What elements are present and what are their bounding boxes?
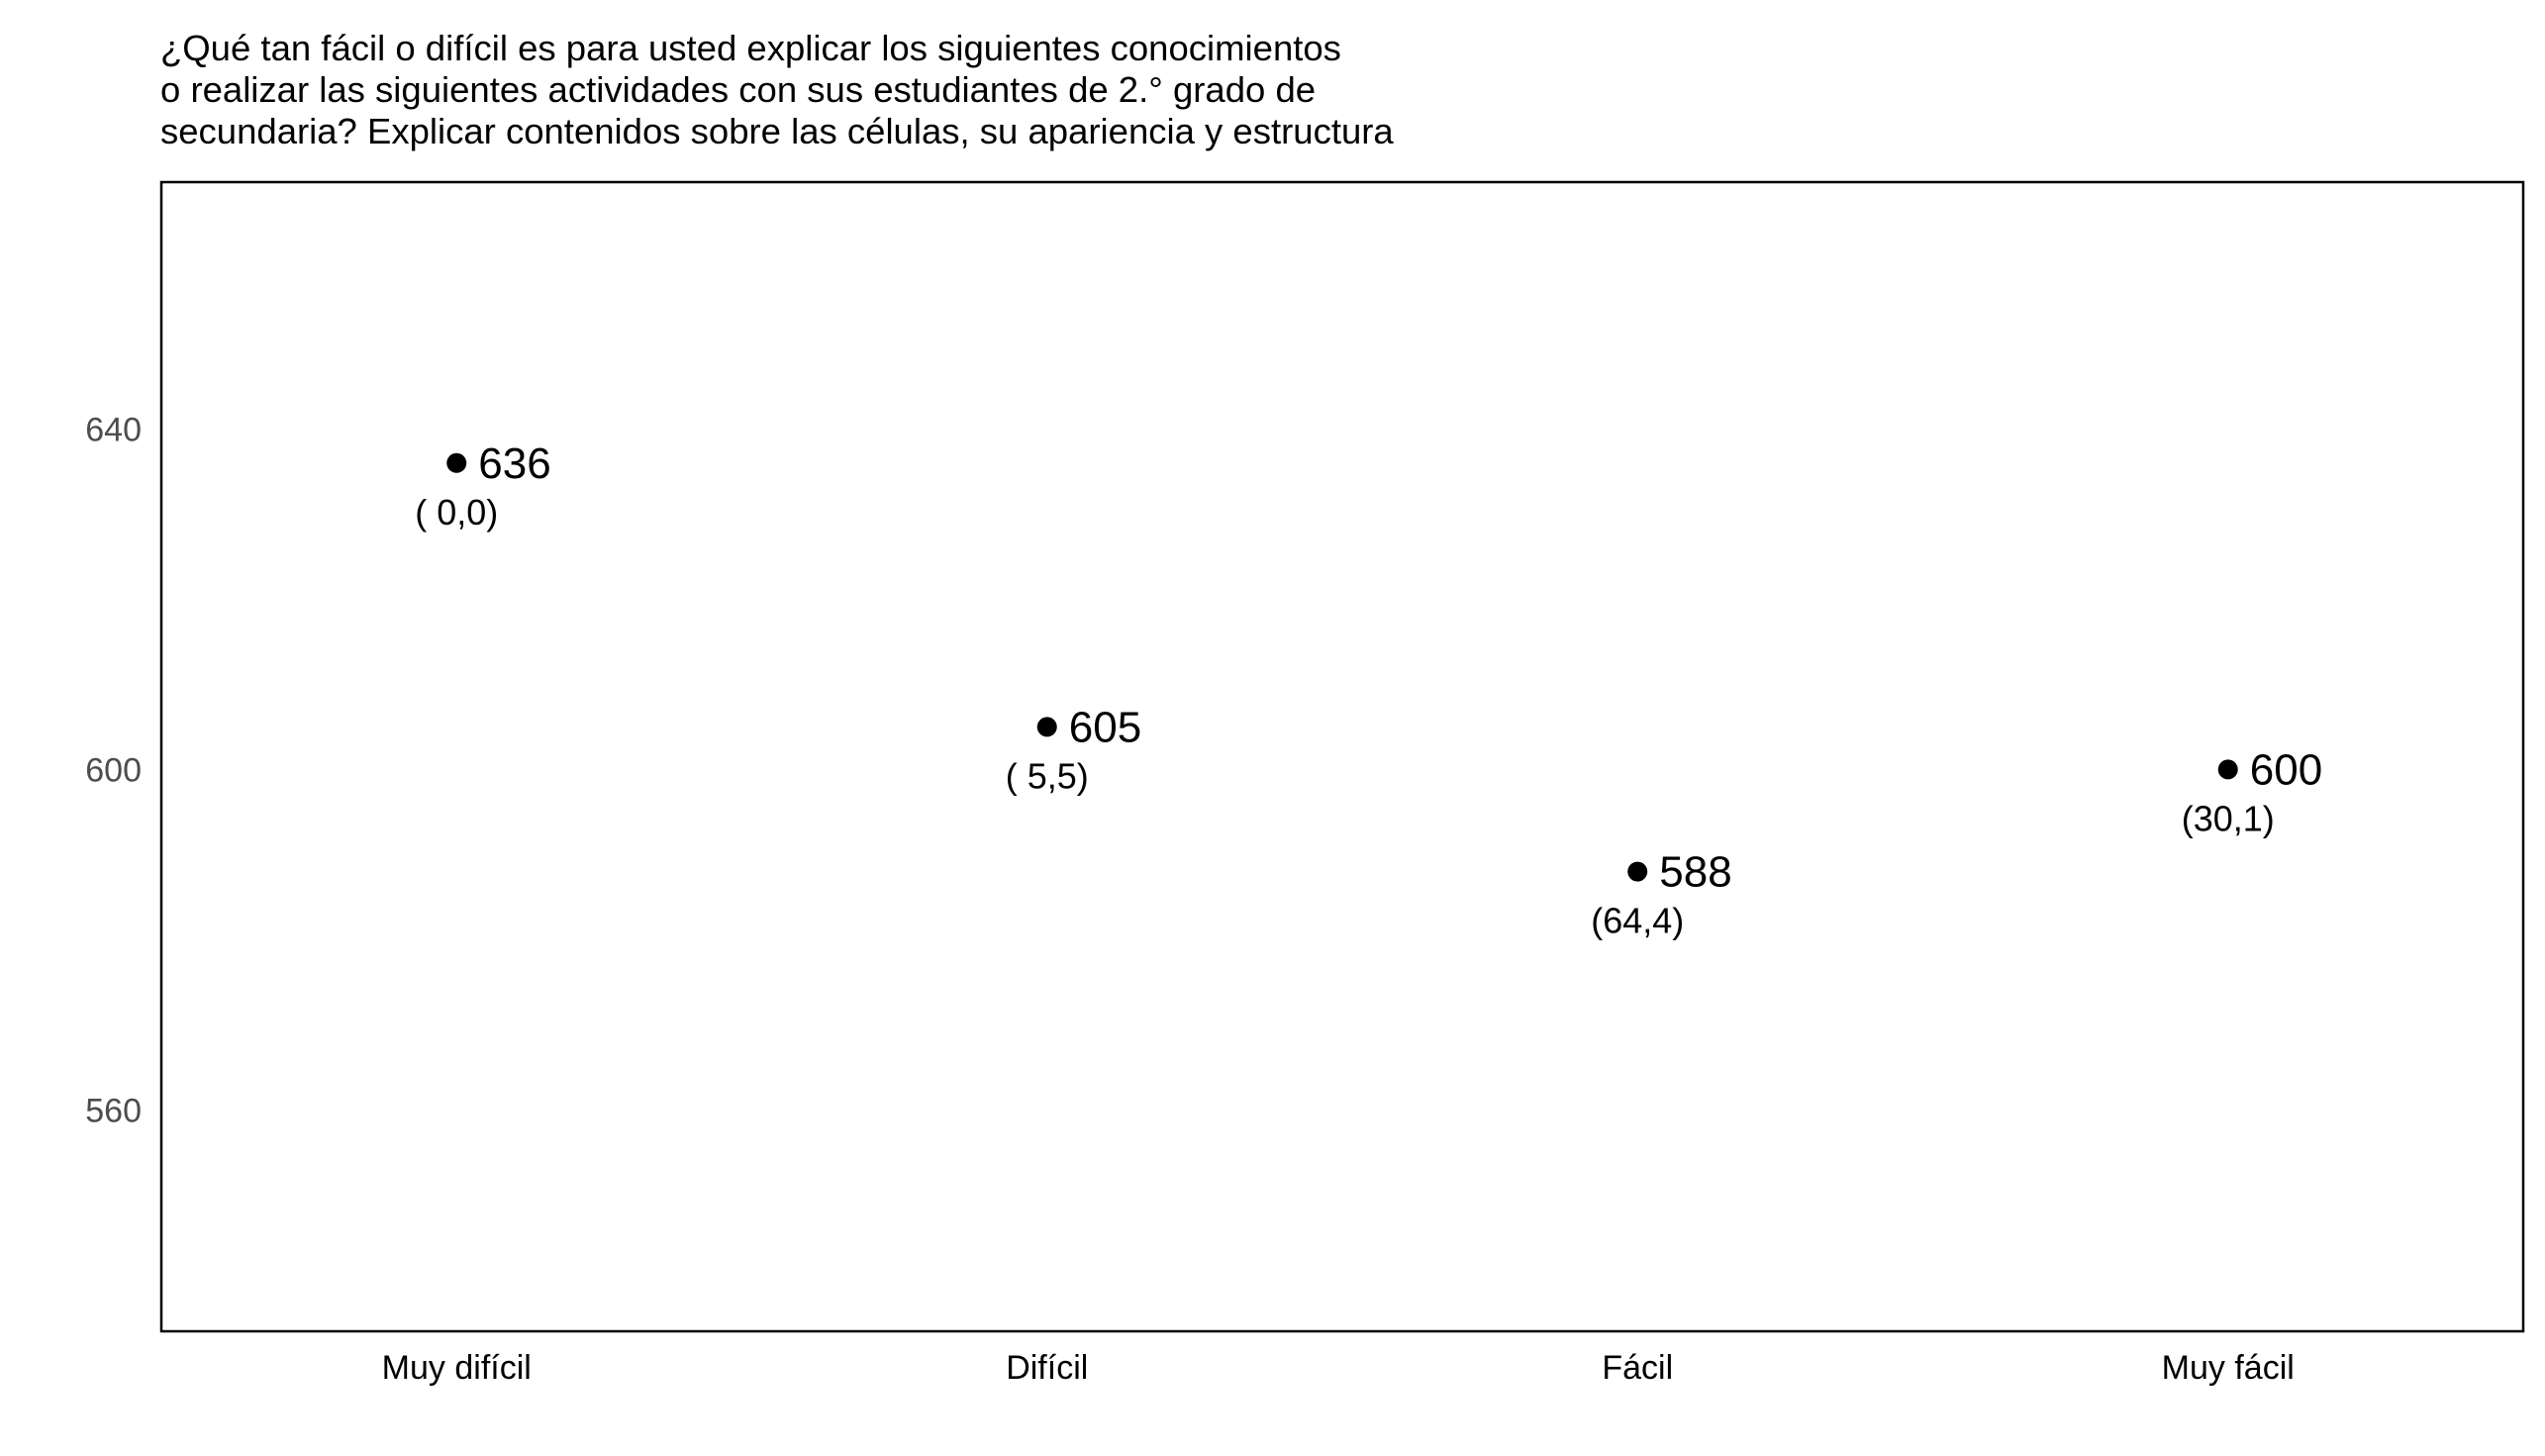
y-tick-label: 600 [85, 751, 142, 789]
x-tick-label: Fácil [1602, 1349, 1673, 1387]
data-value-label: 605 [1069, 703, 1141, 751]
x-axis: Muy difícil Difícil Fácil Muy fácil [382, 1349, 2295, 1387]
data-point [1627, 861, 1648, 882]
data-percent-label: ( 0,0) [415, 492, 498, 533]
plot-panel-frame [159, 180, 2525, 1333]
chart-title-line-3: secundaria? Explicar contenidos sobre la… [160, 111, 1394, 151]
data-points: 636( 0,0) 605( 5,5) 588(64,4) 600(30,1) [415, 439, 2322, 941]
data-value-label: 636 [478, 439, 550, 488]
y-tick-label: 640 [85, 411, 142, 448]
data-percent-label: (30,1) [2182, 798, 2275, 838]
data-point [446, 452, 467, 473]
data-percent-label: (64,4) [1591, 901, 1684, 941]
y-axis: 560 600 640 [85, 411, 142, 1129]
chart-title-line-2: o realizar las siguientes actividades co… [160, 69, 1317, 110]
chart-title-line-1: ¿Qué tan fácil o difícil es para usted e… [160, 28, 1341, 68]
data-percent-label: ( 5,5) [1006, 755, 1089, 796]
data-point [2217, 759, 2238, 780]
x-tick-label: Muy fácil [2162, 1349, 2295, 1387]
x-tick-label: Muy difícil [382, 1349, 532, 1387]
data-point [1036, 717, 1057, 737]
data-value-label: 588 [1659, 848, 1731, 897]
data-value-label: 600 [2250, 745, 2322, 794]
x-tick-label: Difícil [1006, 1349, 1088, 1387]
y-tick-label: 560 [85, 1092, 142, 1129]
chart-title: ¿Qué tan fácil o difícil es para usted e… [160, 28, 1394, 152]
